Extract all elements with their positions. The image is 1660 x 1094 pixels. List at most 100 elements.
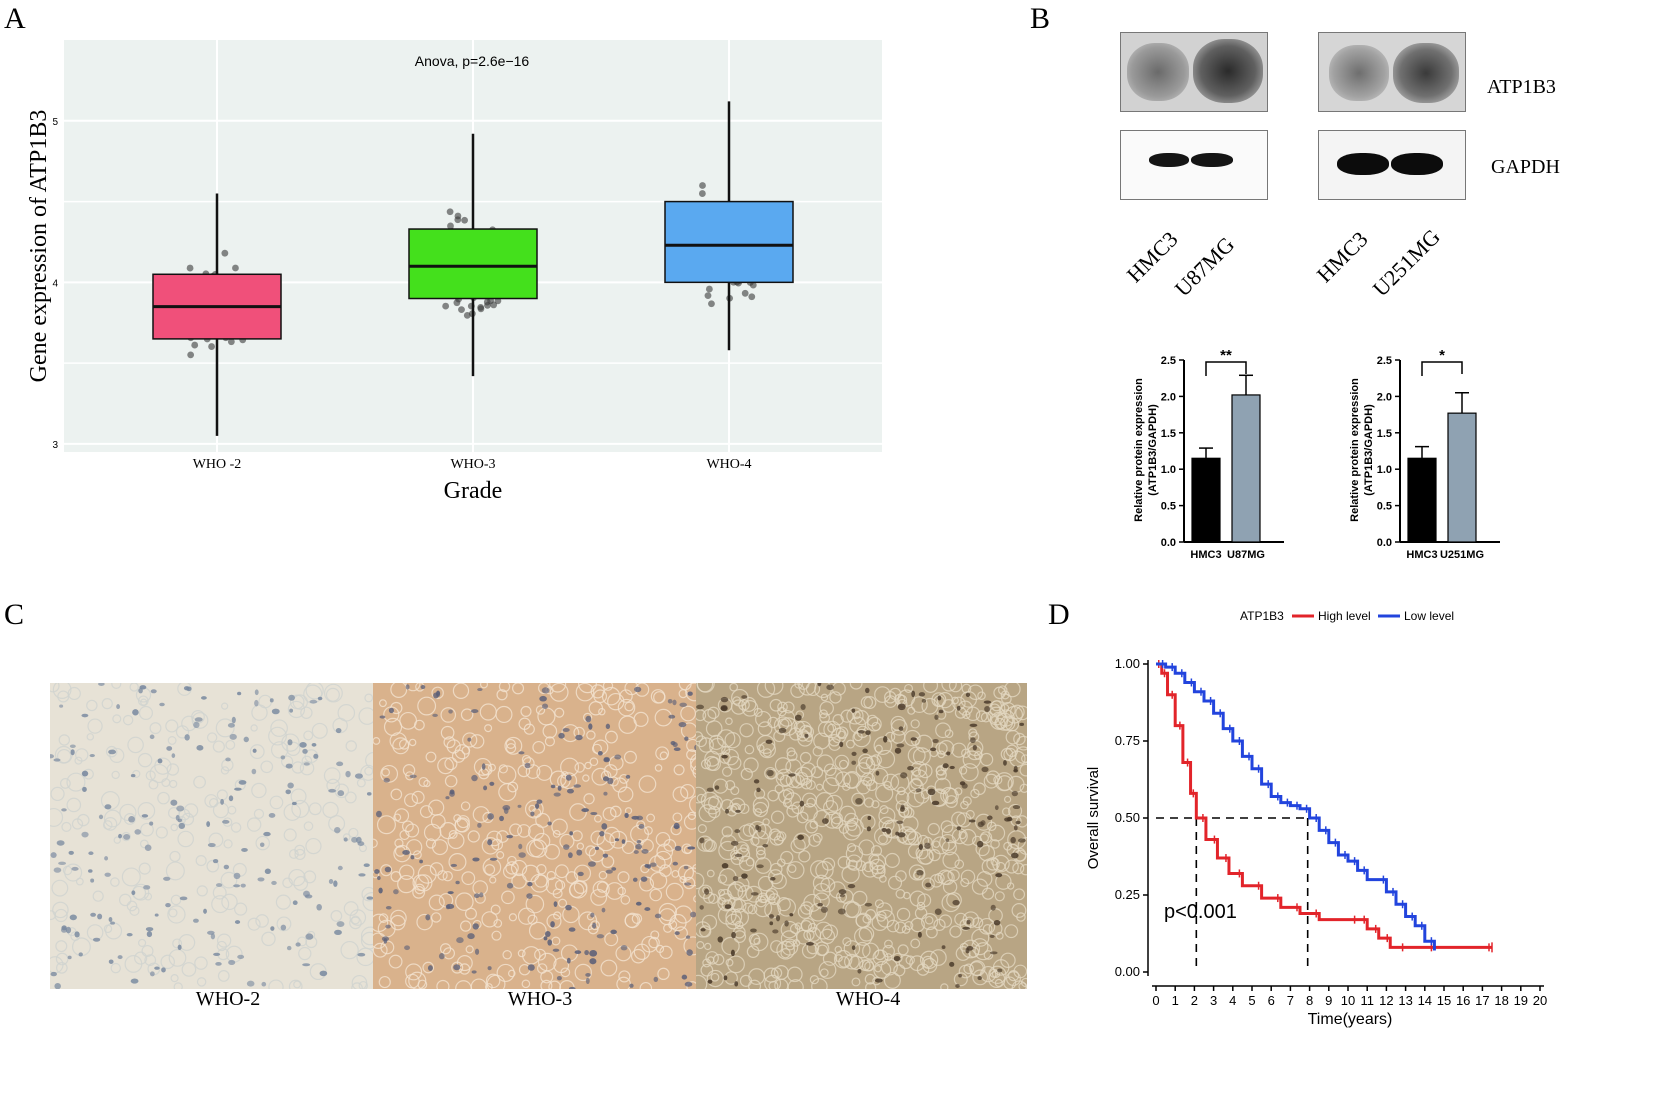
cell-outline <box>742 902 754 914</box>
cell-outline <box>509 823 523 837</box>
cell-outline <box>895 870 907 882</box>
cell-outline <box>748 933 761 946</box>
cell-outline <box>838 759 849 770</box>
cell-outline <box>919 950 939 970</box>
y-ticks: 3 4 5 <box>52 117 58 451</box>
cell-nucleus <box>686 949 693 956</box>
panel-letter-a: A <box>4 2 26 35</box>
cell-nucleus <box>611 867 617 871</box>
x-tick-label: 16 <box>1456 993 1470 1008</box>
cell-nucleus <box>210 933 216 940</box>
cell-nucleus <box>755 824 760 831</box>
cell-nucleus <box>90 912 97 917</box>
cell-nucleus <box>536 799 543 804</box>
cell-outline <box>702 708 717 723</box>
cell-nucleus <box>631 815 640 820</box>
cell-nucleus <box>553 792 561 797</box>
cell-outline <box>308 802 322 816</box>
cell-outline <box>718 840 738 861</box>
cell-outline <box>215 718 235 738</box>
y-tick-label: 2.5 <box>1161 355 1176 367</box>
cell-nucleus <box>241 847 248 852</box>
cell-outline <box>540 979 553 989</box>
data-point <box>221 249 229 257</box>
cell-outline <box>846 842 857 853</box>
cell-outline <box>696 872 705 890</box>
bar-chart-u251mg: Relative protein expression (ATP1B3/GAPD… <box>1349 347 1500 561</box>
cell-outline <box>841 865 860 884</box>
cell-nucleus <box>1017 838 1026 843</box>
cell-outline <box>1011 903 1027 918</box>
cell-outline <box>776 940 795 960</box>
cell-outline <box>249 744 265 760</box>
cell-nucleus <box>592 922 597 929</box>
cell-nucleus <box>88 851 94 855</box>
cell-nucleus <box>949 961 955 967</box>
cell-nucleus <box>597 751 603 756</box>
cell-outline <box>931 692 947 708</box>
cell-outline <box>743 757 759 773</box>
cell-outline <box>109 747 125 764</box>
cell-outline <box>958 766 968 775</box>
cell-outline <box>931 836 950 855</box>
cell-outline <box>911 736 920 746</box>
cell-nucleus <box>851 751 857 756</box>
cell-nucleus <box>723 975 728 981</box>
data-point <box>227 338 235 346</box>
cell-nucleus <box>699 905 704 910</box>
cell-outline <box>874 899 884 909</box>
cell-outline <box>293 876 309 891</box>
cell-outline <box>845 854 863 871</box>
cell-nucleus <box>336 921 345 928</box>
cell-outline <box>890 729 906 744</box>
cell-outline <box>291 761 305 774</box>
cell-nucleus <box>732 876 739 882</box>
cell-outline <box>835 726 849 740</box>
x-tick-label: 11 <box>1360 993 1374 1008</box>
cell-outline <box>682 876 696 890</box>
cell-outline <box>639 981 653 989</box>
cell-outline <box>297 936 308 947</box>
cell-nucleus <box>506 834 513 839</box>
data-point <box>186 264 194 272</box>
cell-outline <box>534 948 547 961</box>
cell-outline <box>479 683 489 689</box>
cell-outline <box>878 807 896 825</box>
p-value-annotation: p<0.001 <box>1164 901 1237 923</box>
cell-nucleus <box>605 869 613 874</box>
cell-nucleus <box>363 863 370 868</box>
cell-outline <box>887 875 903 890</box>
bar-hmc3 <box>1407 457 1437 543</box>
x-ticks: WHO -2 WHO-3 WHO-4 <box>193 457 752 472</box>
blot-gapdh-right <box>1318 130 1466 200</box>
cell-nucleus <box>404 945 411 951</box>
cell-outline <box>59 778 71 789</box>
cell-outline <box>456 955 473 972</box>
cell-outline <box>593 689 608 704</box>
cell-outline <box>300 706 313 719</box>
cell-outline <box>305 837 322 855</box>
cell-outline <box>251 782 267 799</box>
cell-outline <box>484 864 496 876</box>
cell-outline <box>862 942 880 960</box>
cell-outline <box>843 771 862 789</box>
cell-nucleus <box>687 846 696 850</box>
cell-nucleus <box>227 723 235 728</box>
cell-outline <box>638 775 657 793</box>
cell-outline <box>498 783 517 802</box>
cell-nucleus <box>157 758 163 764</box>
cell-nucleus <box>499 815 504 822</box>
cell-outline <box>951 742 967 758</box>
cell-nucleus <box>866 826 871 832</box>
cell-outline <box>988 824 1006 842</box>
cell-outline <box>876 749 896 769</box>
cell-nucleus <box>1012 804 1021 810</box>
cell-outline <box>969 961 984 976</box>
cell-outline <box>351 915 361 925</box>
cell-outline <box>871 914 889 931</box>
y-tick-label: 2.5 <box>1377 355 1392 367</box>
cell-nucleus <box>687 691 693 696</box>
cell-outline <box>246 817 262 832</box>
cell-nucleus <box>633 850 639 854</box>
cell-outline <box>725 913 742 930</box>
